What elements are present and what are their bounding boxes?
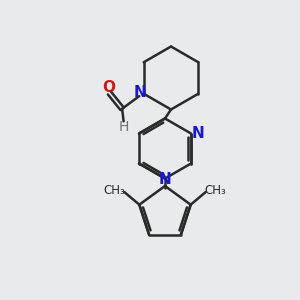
Text: N: N xyxy=(159,172,171,188)
Text: CH₃: CH₃ xyxy=(204,184,226,197)
Text: H: H xyxy=(118,120,129,134)
Text: N: N xyxy=(191,126,204,141)
Text: N: N xyxy=(134,85,146,100)
Text: O: O xyxy=(102,80,116,95)
Text: CH₃: CH₃ xyxy=(104,184,126,197)
